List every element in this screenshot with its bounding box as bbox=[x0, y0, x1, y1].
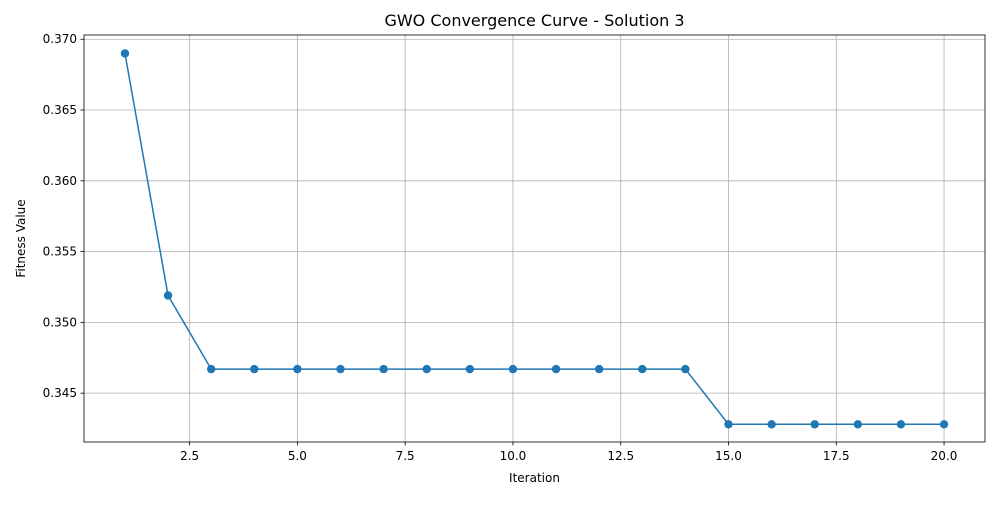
grid bbox=[84, 35, 985, 442]
x-tick-label: 2.5 bbox=[180, 449, 199, 463]
y-tick-label: 0.355 bbox=[43, 245, 77, 259]
chart-title: GWO Convergence Curve - Solution 3 bbox=[384, 11, 684, 30]
y-tick-label: 0.360 bbox=[43, 174, 77, 188]
x-tick-label: 10.0 bbox=[500, 449, 527, 463]
plot-frame bbox=[83, 34, 986, 443]
data-series bbox=[120, 49, 949, 429]
x-tick-label: 7.5 bbox=[396, 449, 415, 463]
data-point bbox=[853, 420, 863, 429]
x-tick-label: 5.0 bbox=[288, 449, 307, 463]
y-tick-label: 0.365 bbox=[43, 103, 77, 117]
data-point bbox=[422, 364, 431, 374]
data-point bbox=[638, 364, 647, 374]
y-axis-label: Fitness Value bbox=[14, 199, 28, 277]
data-point bbox=[767, 420, 776, 429]
y-tick-label: 0.345 bbox=[43, 386, 77, 400]
data-point bbox=[939, 420, 949, 429]
data-point bbox=[250, 364, 259, 374]
y-tick-label: 0.350 bbox=[43, 315, 77, 329]
data-point bbox=[681, 364, 690, 374]
data-point bbox=[508, 364, 518, 374]
data-point bbox=[896, 420, 906, 429]
data-point bbox=[120, 49, 130, 58]
data-point bbox=[594, 364, 604, 374]
data-point bbox=[465, 364, 475, 374]
axis-ticks: 2.5 5.0 7.5 10.0 12.5 15.0 17.5 20.0 0.345 0.350 0… bbox=[43, 32, 958, 463]
data-point bbox=[379, 364, 388, 374]
x-tick-label: 20.0 bbox=[931, 449, 958, 463]
data-point bbox=[810, 420, 819, 429]
data-point bbox=[336, 364, 345, 374]
x-axis-label: Iteration bbox=[509, 471, 560, 485]
data-point bbox=[163, 291, 173, 300]
data-point bbox=[206, 364, 216, 374]
series-line bbox=[124, 53, 945, 426]
data-point bbox=[293, 364, 302, 374]
x-tick-label: 12.5 bbox=[607, 449, 634, 463]
data-point bbox=[724, 420, 733, 429]
x-tick-label: 15.0 bbox=[715, 449, 742, 463]
x-tick-label: 17.5 bbox=[823, 449, 850, 463]
y-tick-label: 0.370 bbox=[43, 32, 77, 46]
data-point bbox=[551, 364, 561, 374]
